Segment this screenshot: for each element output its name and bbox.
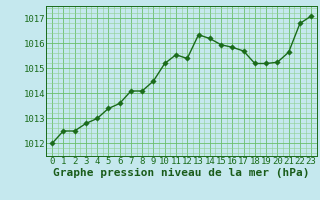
X-axis label: Graphe pression niveau de la mer (hPa): Graphe pression niveau de la mer (hPa)	[53, 168, 310, 178]
